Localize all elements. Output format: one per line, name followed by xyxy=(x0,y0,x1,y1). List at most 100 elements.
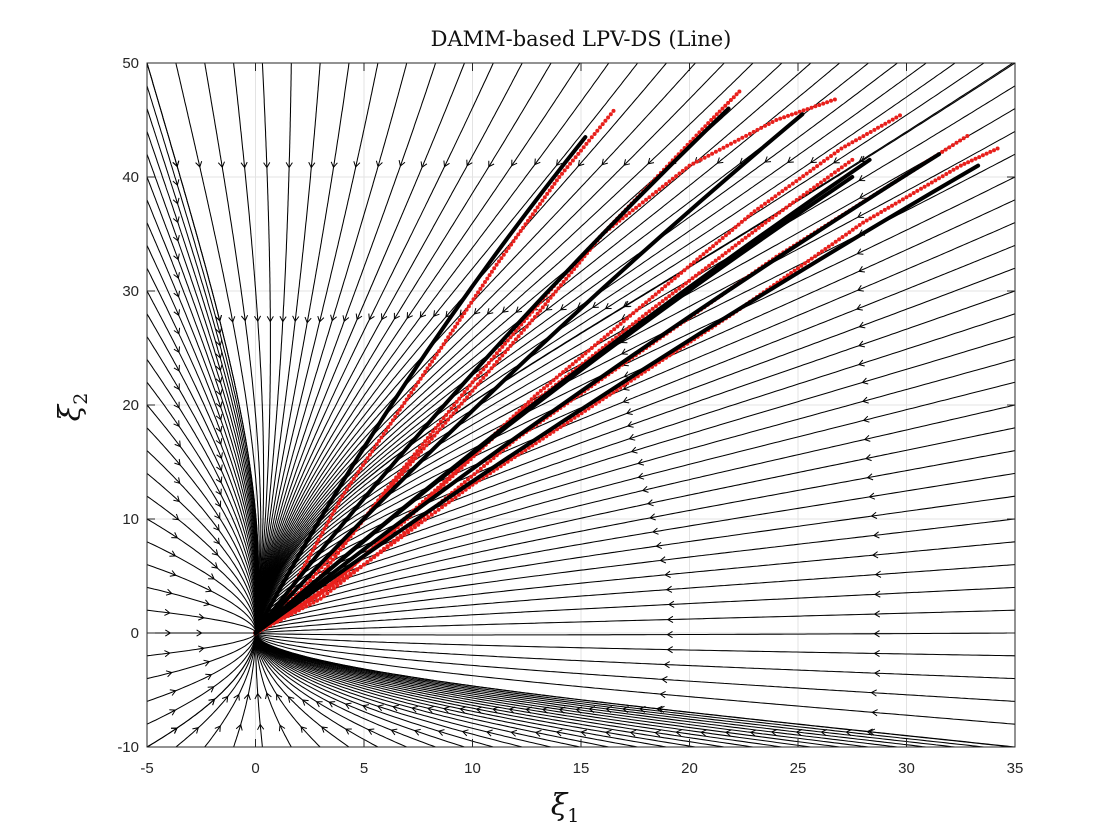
streamline-arrow xyxy=(173,309,180,317)
demo-point xyxy=(564,367,569,372)
x-tick-label: 5 xyxy=(360,760,368,777)
demo-point xyxy=(494,262,499,267)
demo-point xyxy=(446,409,451,414)
streamline-arrow xyxy=(173,364,180,372)
streamline-arrow xyxy=(641,485,649,493)
demo-point xyxy=(429,512,434,517)
demo-point xyxy=(688,262,693,267)
streamline xyxy=(254,63,494,634)
streamline-arrow xyxy=(604,729,612,737)
demo-point xyxy=(425,366,430,371)
demo-point xyxy=(844,232,848,237)
demo-point xyxy=(441,482,446,487)
streamline xyxy=(254,108,1015,634)
demo-point xyxy=(473,385,478,390)
demo-point xyxy=(965,134,970,138)
streamline xyxy=(147,633,257,725)
demo-point xyxy=(677,286,682,291)
streamline-arrow xyxy=(622,384,630,391)
demo-point xyxy=(677,171,682,176)
streamline-arrow xyxy=(205,673,213,681)
streamline xyxy=(254,632,494,747)
streamline-arrow xyxy=(300,726,307,733)
demo-point xyxy=(656,289,661,294)
demo-point xyxy=(663,284,668,289)
demo-point xyxy=(519,331,524,335)
demo-point xyxy=(794,198,799,202)
demo-point xyxy=(559,283,563,288)
demo-point xyxy=(321,594,326,599)
streamline xyxy=(254,633,869,747)
streamline-arrow xyxy=(626,421,634,428)
demo-point xyxy=(311,575,316,579)
streamline xyxy=(254,632,1015,747)
demo-point xyxy=(857,223,862,227)
demo-point xyxy=(650,306,655,311)
demo-point xyxy=(703,266,708,271)
demo-point xyxy=(893,201,898,206)
demo-point xyxy=(586,348,591,353)
demo-point xyxy=(797,176,802,181)
demo-point xyxy=(358,466,363,471)
streamline xyxy=(255,609,1015,634)
streamline-arrow xyxy=(510,729,518,737)
demo-point xyxy=(522,327,526,332)
demo-point xyxy=(530,212,535,217)
demo-point xyxy=(876,125,880,130)
streamline xyxy=(147,450,257,634)
demo-point xyxy=(714,112,719,117)
demo-point xyxy=(826,244,831,249)
demo-point xyxy=(812,185,817,190)
demo-point xyxy=(612,327,617,332)
demo-point xyxy=(293,609,297,614)
demo-point xyxy=(726,100,731,105)
demo-point xyxy=(832,97,837,102)
demo-point xyxy=(746,214,751,219)
demo-point xyxy=(847,230,852,235)
streamline xyxy=(254,63,465,634)
demo-point xyxy=(940,174,945,179)
y-tick-label: 30 xyxy=(122,283,139,300)
streamline-arrow xyxy=(172,197,180,205)
demo-point xyxy=(843,162,848,167)
demo-point xyxy=(890,117,895,122)
streamline-arrow xyxy=(208,573,215,580)
streamline-arrow xyxy=(555,729,563,737)
demo-point xyxy=(513,337,518,342)
streamline-arrow xyxy=(173,383,180,391)
demo-point xyxy=(995,146,1000,151)
demo-point xyxy=(320,530,325,535)
streamline-arrow xyxy=(857,359,865,367)
demo-point xyxy=(667,179,672,184)
demo-point xyxy=(449,406,454,411)
streamline-arrow xyxy=(637,472,645,480)
streamline-arrow xyxy=(214,500,222,508)
demo-point xyxy=(402,468,407,473)
streamline xyxy=(254,63,271,634)
streamline xyxy=(254,63,927,634)
streamline-arrow xyxy=(770,728,778,736)
demo-point xyxy=(802,261,807,266)
demo-point xyxy=(832,170,837,175)
demo-point xyxy=(330,583,335,588)
streamline-arrow xyxy=(873,610,881,618)
demo-point xyxy=(825,175,830,180)
y-tick-label: 20 xyxy=(122,397,139,414)
demo-point xyxy=(497,259,501,264)
streamline xyxy=(255,586,1015,634)
streamline xyxy=(254,63,379,634)
demo-point xyxy=(450,328,455,333)
streamline-arrow xyxy=(466,159,473,167)
streamline-arrow xyxy=(486,308,494,315)
streamline xyxy=(255,632,1015,680)
x-tick-label: -5 xyxy=(140,760,153,777)
streamline-arrow xyxy=(858,192,866,199)
demo-point xyxy=(388,421,393,426)
demo-point xyxy=(453,495,458,500)
streamline-arrow xyxy=(646,499,654,507)
streamline-arrow xyxy=(241,315,249,322)
demo-point xyxy=(303,602,308,607)
demo-point xyxy=(664,182,669,186)
streamline-arrow xyxy=(580,729,587,737)
demo-point xyxy=(783,186,788,191)
